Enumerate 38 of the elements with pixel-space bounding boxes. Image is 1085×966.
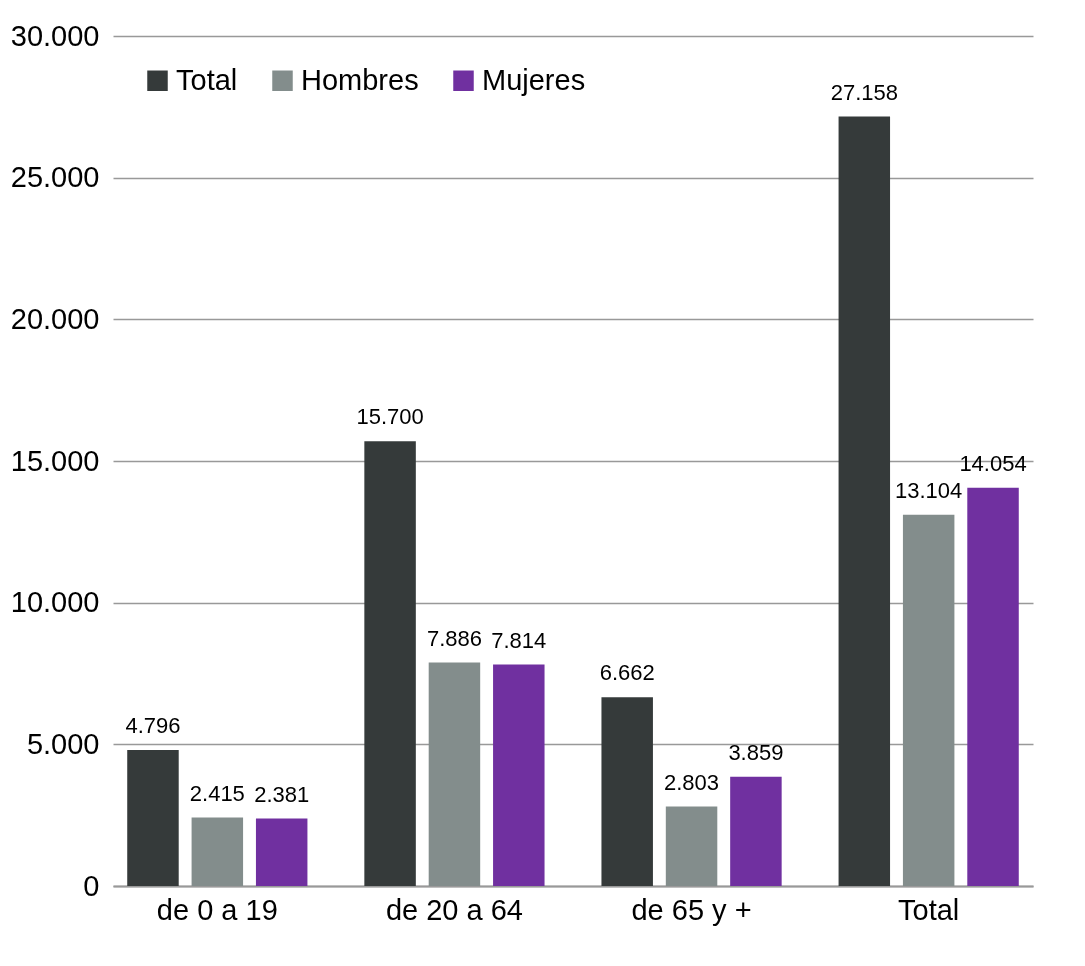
bar — [902, 514, 955, 886]
data-label: 13.104 — [895, 477, 963, 503]
data-label: 2.381 — [254, 781, 310, 807]
legend-label: Mujeres — [482, 63, 586, 96]
x-tick-label: de 20 a 64 — [385, 893, 523, 926]
data-label: 2.415 — [189, 780, 245, 806]
data-label: 14.054 — [959, 450, 1027, 476]
bar — [730, 776, 782, 886]
bar — [255, 818, 308, 886]
y-tick-label: 20.000 — [10, 302, 100, 335]
legend-label: Total — [176, 63, 238, 96]
y-tick-label: 25.000 — [10, 161, 100, 194]
data-label: 3.859 — [728, 739, 784, 765]
legend-label: Hombres — [301, 63, 419, 96]
y-tick-label: 15.000 — [10, 444, 100, 477]
bar — [191, 817, 244, 886]
bar — [838, 116, 891, 886]
data-label: 2.803 — [664, 769, 720, 795]
data-label: 27.158 — [830, 79, 898, 105]
bar — [601, 697, 653, 886]
bar — [665, 806, 718, 886]
y-tick-label: 30.000 — [10, 19, 100, 52]
data-label: 7.886 — [426, 625, 482, 651]
bar — [493, 664, 545, 886]
x-tick-label: de 0 a 19 — [156, 893, 278, 926]
x-tick-label: Total — [898, 893, 960, 926]
data-label: 4.796 — [125, 713, 181, 739]
y-tick-label: 10.000 — [10, 586, 100, 619]
bar — [364, 441, 416, 886]
bar — [967, 487, 1019, 886]
data-label: 6.662 — [599, 660, 655, 686]
bar — [127, 750, 179, 886]
x-tick-label: de 65 y + — [631, 893, 752, 926]
data-label: 15.700 — [356, 404, 424, 430]
y-tick-label: 5.000 — [26, 727, 100, 760]
y-tick-label: 0 — [83, 869, 100, 902]
bar — [428, 662, 481, 886]
data-label: 7.814 — [491, 627, 547, 653]
